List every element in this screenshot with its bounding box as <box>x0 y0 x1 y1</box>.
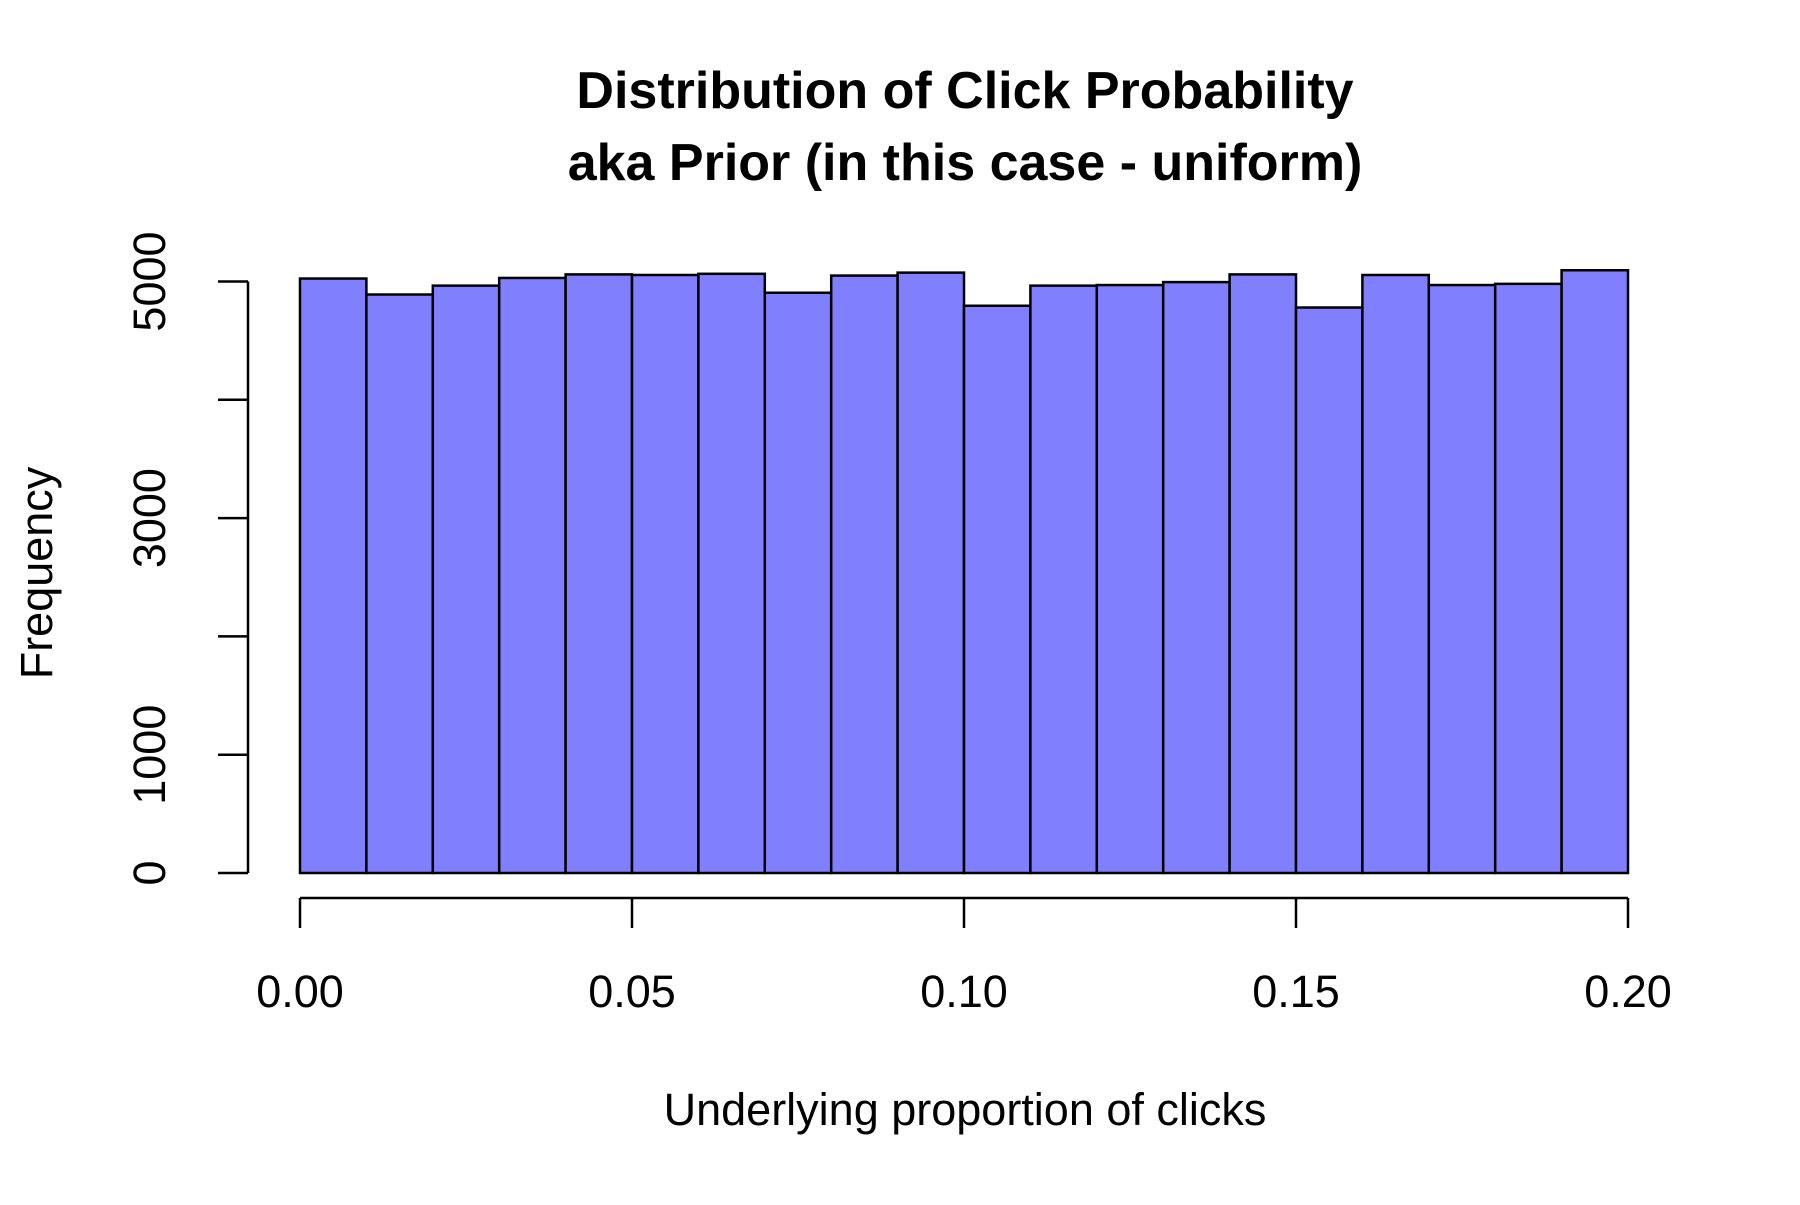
histogram-bar-0 <box>298 277 368 875</box>
x-axis-label: Underlying proportion of clicks <box>664 1084 1267 1135</box>
histogram-bar-14 <box>1228 273 1298 875</box>
histogram-bar-17 <box>1427 283 1497 875</box>
histogram-bar-16 <box>1361 273 1431 875</box>
histogram-bar-3 <box>497 276 567 875</box>
chart-title: Distribution of Click Probability <box>576 62 1353 120</box>
histogram-bar-10 <box>962 304 1032 875</box>
bars-group <box>298 269 1630 875</box>
histogram-bar-9 <box>896 271 966 875</box>
x-axis: 0.00 0.05 0.10 0.15 0.20 <box>256 896 1672 1017</box>
chart-subtitle: aka Prior (in this case - uniform) <box>568 134 1363 192</box>
y-tick-label-1: 1000 <box>124 705 175 805</box>
y-axis-label: Frequency <box>11 466 62 679</box>
x-tick-label-1: 0.05 <box>588 966 676 1017</box>
histogram-bar-2 <box>431 284 501 875</box>
y-axis: 0 1000 3000 5000 <box>124 231 250 886</box>
histogram-bar-12 <box>1095 283 1165 875</box>
histogram-bar-8 <box>829 274 899 875</box>
y-tick-label-3: 3000 <box>124 468 175 568</box>
x-tick-label-3: 0.15 <box>1252 966 1340 1017</box>
histogram-bar-19 <box>1560 269 1630 875</box>
histogram-bar-6 <box>697 272 767 875</box>
y-tick-label-0: 0 <box>124 860 175 885</box>
histogram-bar-1 <box>365 293 435 875</box>
x-tick-label-0: 0.00 <box>256 966 344 1017</box>
histogram-bar-4 <box>564 273 634 875</box>
y-tick-label-5: 5000 <box>124 231 175 331</box>
histogram-bar-11 <box>1029 284 1099 875</box>
histogram-bar-13 <box>1161 280 1231 875</box>
x-tick-label-4: 0.20 <box>1584 966 1672 1017</box>
histogram-bar-15 <box>1294 306 1364 875</box>
histogram-bar-7 <box>763 291 833 875</box>
histogram-bar-5 <box>630 273 700 875</box>
x-tick-label-2: 0.10 <box>920 966 1008 1017</box>
histogram-bar-18 <box>1493 282 1563 875</box>
